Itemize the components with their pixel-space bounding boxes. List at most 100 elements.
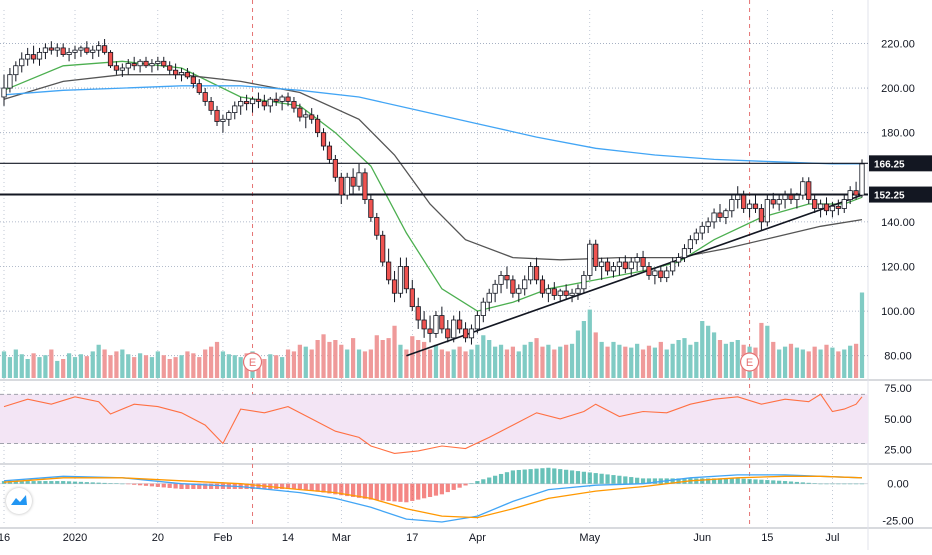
candle-body — [646, 266, 652, 276]
candle-body — [261, 101, 267, 107]
macd-histogram-bar — [723, 478, 729, 484]
candle-body — [202, 92, 208, 102]
volume-bar — [800, 349, 805, 378]
price-tick-label: 200.00 — [881, 83, 915, 95]
volume-bar — [114, 351, 119, 378]
rsi-line — [3, 393, 863, 454]
volume-bar — [285, 349, 291, 378]
volume-bar — [126, 354, 131, 378]
macd-histogram-bar — [90, 482, 95, 484]
candle-body — [409, 288, 415, 308]
candle-body — [427, 328, 433, 334]
candle-body — [681, 248, 688, 258]
macd-histogram-bar — [392, 483, 397, 502]
volume-bar — [848, 345, 853, 378]
candle-body — [368, 199, 374, 218]
macd-histogram-bar — [362, 483, 368, 499]
candle-body — [569, 292, 575, 296]
candle-body — [143, 60, 149, 67]
macd-histogram-bar — [836, 483, 841, 485]
time-tick-label: Apr — [469, 532, 486, 544]
time-tick-label: Jun — [693, 532, 711, 544]
candle-body — [338, 176, 344, 196]
candle-body — [391, 279, 398, 294]
volume-bar — [445, 351, 450, 378]
candle-body — [841, 199, 847, 209]
volume-bar — [487, 340, 492, 378]
candle-body — [13, 65, 19, 76]
volume-bar — [19, 354, 24, 378]
candle-body — [208, 101, 214, 111]
candle-body — [628, 261, 634, 270]
candle-body — [829, 205, 836, 212]
macd-histogram-bar — [812, 483, 817, 484]
macd-histogram-bar — [848, 483, 853, 485]
macd-histogram-bar — [617, 475, 622, 484]
volume-bar — [179, 355, 184, 378]
macd-histogram-bar — [155, 483, 160, 487]
candle-body — [255, 98, 262, 102]
macd-histogram-bar — [321, 483, 326, 493]
candle-body — [54, 47, 60, 51]
candle-body — [220, 118, 226, 122]
candle-body — [847, 190, 853, 200]
volume-bar — [635, 343, 640, 378]
macd-histogram-bar — [652, 478, 658, 484]
moving-average-line — [3, 74, 863, 261]
volume-bar — [55, 360, 60, 378]
volume-bar — [498, 344, 504, 378]
candle-body — [84, 47, 90, 53]
candle-body — [800, 181, 806, 196]
macd-histogram-bar — [522, 469, 527, 484]
macd-histogram-bar — [143, 483, 149, 486]
candle-body — [563, 290, 569, 296]
candle-body — [149, 63, 155, 67]
earnings-marker-label: E — [746, 357, 753, 369]
tradingview-logo[interactable] — [6, 488, 32, 514]
candle-body — [113, 65, 120, 71]
volume-bar — [404, 349, 409, 378]
volume-bar — [528, 341, 533, 378]
volume-bar — [723, 343, 729, 378]
macd-histogram-bar — [303, 483, 308, 490]
candle-body — [78, 47, 84, 51]
macd-histogram-bar — [191, 483, 196, 490]
volume-bar — [806, 351, 811, 378]
volume-bar — [49, 349, 54, 378]
candle-body — [131, 63, 137, 67]
macd-histogram-bar — [173, 483, 178, 489]
candle-body — [19, 58, 25, 67]
macd-histogram-bar — [676, 478, 681, 484]
price-level-badge — [869, 186, 932, 203]
volume-bar — [380, 340, 385, 378]
volume-bar — [534, 338, 539, 378]
macd-histogram-bar — [25, 481, 30, 484]
macd-histogram-bar — [546, 467, 551, 484]
volume-bar — [72, 357, 78, 378]
candle-body — [291, 101, 297, 109]
candle-body — [315, 118, 321, 134]
candle-body — [817, 203, 824, 209]
macd-histogram-bar — [410, 483, 415, 501]
time-tick-label: 20 — [152, 532, 164, 544]
macd-histogram-bar — [599, 473, 604, 484]
candle-body — [273, 98, 279, 102]
earnings-marker-label: E — [249, 357, 256, 369]
volume-bar — [729, 341, 734, 378]
price-tick-label: 80.00 — [884, 351, 912, 363]
candle-body — [859, 163, 865, 196]
candle-body — [42, 47, 49, 53]
volume-bar — [469, 349, 474, 378]
candle-body — [664, 270, 670, 279]
time-axis: 16 2020 20 Feb 14 Mar 17 Apr May Jun 15 Jul — [0, 532, 839, 544]
candle-body — [468, 328, 475, 339]
candle-body — [344, 176, 350, 196]
volume-bar — [510, 346, 515, 378]
macd-histogram-bar — [777, 480, 782, 484]
candle-body — [853, 190, 859, 196]
macd-histogram-bar — [629, 477, 634, 484]
macd-histogram-bar — [451, 483, 456, 490]
